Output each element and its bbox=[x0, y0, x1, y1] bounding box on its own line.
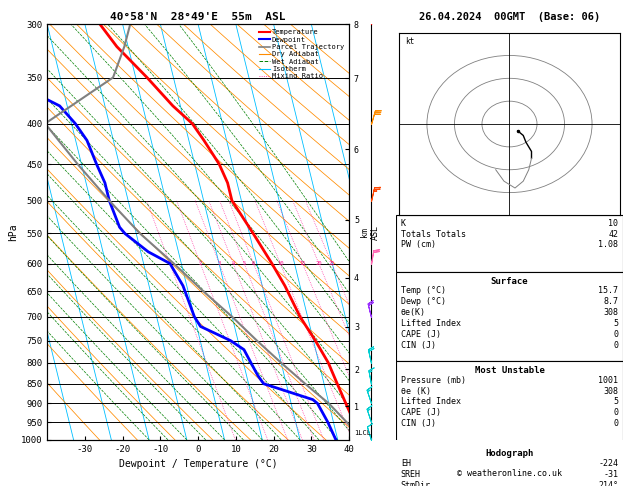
Text: 2: 2 bbox=[199, 261, 202, 266]
Text: θe (K): θe (K) bbox=[401, 387, 431, 396]
Text: K: K bbox=[401, 219, 406, 228]
Text: CAPE (J): CAPE (J) bbox=[401, 408, 441, 417]
Text: Most Unstable: Most Unstable bbox=[474, 366, 545, 375]
Text: 25: 25 bbox=[328, 261, 335, 266]
Text: 10: 10 bbox=[277, 261, 284, 266]
Y-axis label: hPa: hPa bbox=[8, 223, 18, 241]
Text: 26.04.2024  00GMT  (Base: 06): 26.04.2024 00GMT (Base: 06) bbox=[419, 12, 600, 22]
Text: StmDir: StmDir bbox=[401, 481, 431, 486]
Text: -224: -224 bbox=[598, 459, 618, 468]
Text: CAPE (J): CAPE (J) bbox=[401, 330, 441, 339]
Text: 1LCL: 1LCL bbox=[354, 431, 371, 436]
Text: 308: 308 bbox=[603, 308, 618, 317]
Text: Dewp (°C): Dewp (°C) bbox=[401, 297, 446, 306]
Text: 40°58'N  28°49'E  55m  ASL: 40°58'N 28°49'E 55m ASL bbox=[110, 12, 286, 22]
Bar bbox=[396, 361, 623, 444]
Bar bbox=[396, 444, 623, 486]
Text: PW (cm): PW (cm) bbox=[401, 241, 436, 249]
Text: 1: 1 bbox=[168, 261, 172, 266]
Text: © weatheronline.co.uk: © weatheronline.co.uk bbox=[457, 469, 562, 478]
Text: CIN (J): CIN (J) bbox=[401, 341, 436, 349]
Text: θe(K): θe(K) bbox=[401, 308, 426, 317]
Text: 0: 0 bbox=[613, 330, 618, 339]
Text: Surface: Surface bbox=[491, 277, 528, 286]
Bar bbox=[396, 272, 623, 361]
Y-axis label: km
ASL: km ASL bbox=[360, 225, 380, 240]
Text: 4: 4 bbox=[231, 261, 235, 266]
Text: 0: 0 bbox=[613, 341, 618, 349]
Text: 8.7: 8.7 bbox=[603, 297, 618, 306]
X-axis label: Dewpoint / Temperature (°C): Dewpoint / Temperature (°C) bbox=[119, 459, 277, 469]
Text: 20: 20 bbox=[316, 261, 322, 266]
Text: Lifted Index: Lifted Index bbox=[401, 398, 461, 406]
Text: EH: EH bbox=[401, 459, 411, 468]
Text: Temp (°C): Temp (°C) bbox=[401, 287, 446, 295]
Text: kt: kt bbox=[405, 37, 414, 46]
Text: 5: 5 bbox=[613, 319, 618, 328]
Text: Totals Totals: Totals Totals bbox=[401, 229, 466, 239]
Text: 308: 308 bbox=[603, 387, 618, 396]
Text: 3: 3 bbox=[218, 261, 221, 266]
Text: 42: 42 bbox=[608, 229, 618, 239]
Text: CIN (J): CIN (J) bbox=[401, 419, 436, 428]
Text: Pressure (mb): Pressure (mb) bbox=[401, 376, 466, 385]
Text: 1001: 1001 bbox=[598, 376, 618, 385]
Text: 5: 5 bbox=[613, 398, 618, 406]
Text: 6: 6 bbox=[252, 261, 255, 266]
Text: 15: 15 bbox=[299, 261, 306, 266]
Text: 5: 5 bbox=[243, 261, 246, 266]
Text: 10: 10 bbox=[608, 219, 618, 228]
Text: -31: -31 bbox=[603, 470, 618, 479]
Text: 1.08: 1.08 bbox=[598, 241, 618, 249]
Legend: Temperature, Dewpoint, Parcel Trajectory, Dry Adiabat, Wet Adiabat, Isotherm, Mi: Temperature, Dewpoint, Parcel Trajectory… bbox=[258, 28, 345, 81]
Text: 214°: 214° bbox=[598, 481, 618, 486]
Text: Hodograph: Hodograph bbox=[486, 449, 533, 458]
Text: 0: 0 bbox=[613, 419, 618, 428]
Text: 0: 0 bbox=[613, 408, 618, 417]
Bar bbox=[396, 215, 623, 272]
Text: SREH: SREH bbox=[401, 470, 421, 479]
Text: 15.7: 15.7 bbox=[598, 287, 618, 295]
Text: Lifted Index: Lifted Index bbox=[401, 319, 461, 328]
